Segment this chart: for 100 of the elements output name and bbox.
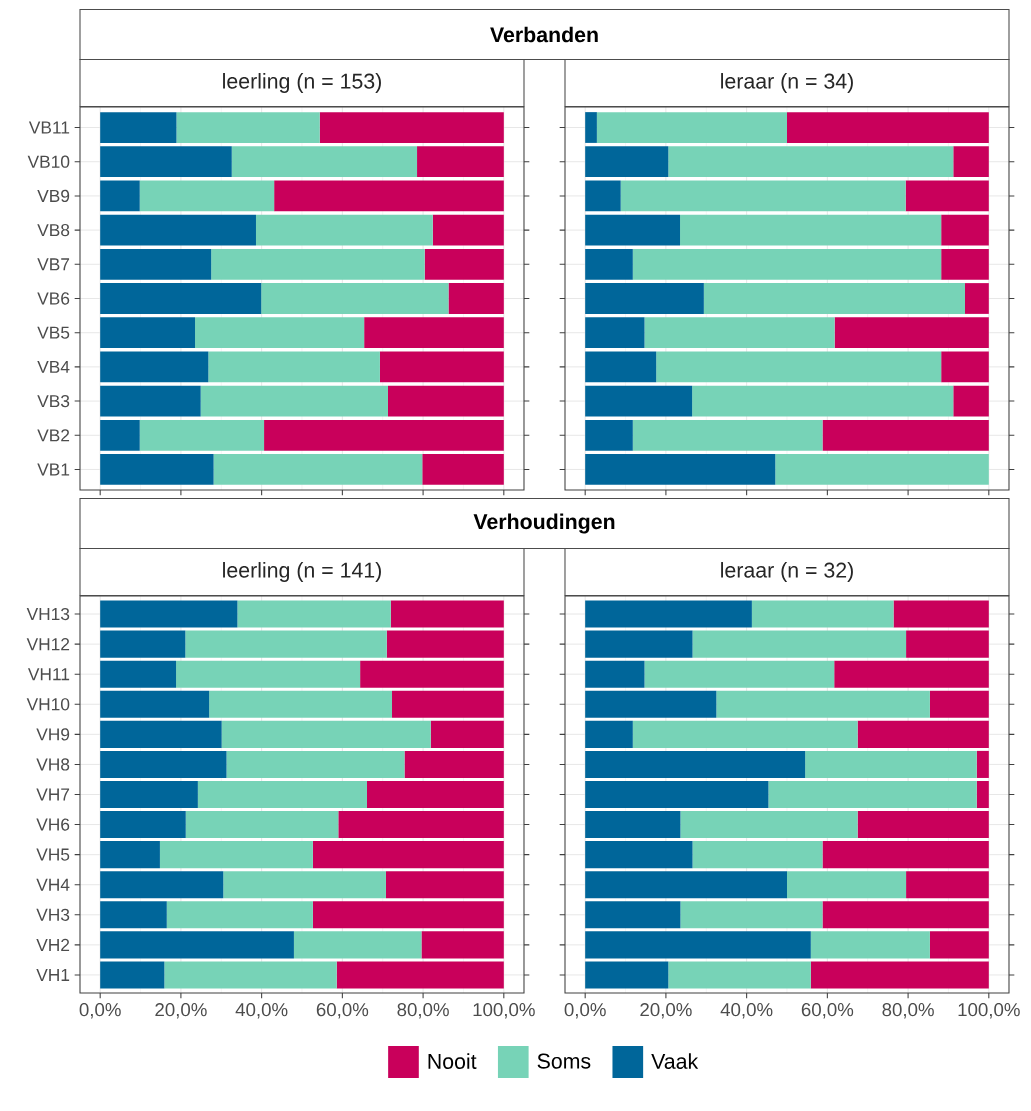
x-tick-label: 40,0% bbox=[235, 1003, 288, 1019]
bar bbox=[100, 931, 294, 959]
bar bbox=[166, 901, 313, 929]
bar bbox=[585, 419, 633, 451]
bar bbox=[703, 283, 965, 314]
bar bbox=[312, 901, 504, 929]
bar bbox=[100, 660, 177, 688]
y-tick-label: VH11 bbox=[27, 668, 70, 681]
bar bbox=[100, 146, 232, 178]
bar bbox=[768, 780, 977, 809]
bar bbox=[231, 146, 418, 178]
bar bbox=[424, 248, 504, 280]
bar bbox=[751, 600, 894, 628]
bar bbox=[810, 931, 930, 959]
bar bbox=[448, 283, 504, 314]
bar bbox=[644, 660, 835, 688]
chart-subtitle: leerling (n = 153) bbox=[223, 73, 381, 93]
bar bbox=[585, 214, 681, 246]
bar bbox=[293, 931, 422, 959]
bar bbox=[392, 690, 504, 718]
bar bbox=[906, 871, 989, 899]
bar bbox=[680, 901, 823, 929]
bar bbox=[585, 248, 633, 280]
bar bbox=[585, 841, 693, 869]
bar bbox=[692, 841, 823, 869]
x-tick-label: 100,0% bbox=[473, 1003, 535, 1019]
bar bbox=[211, 248, 425, 280]
bar bbox=[680, 214, 942, 246]
bar bbox=[632, 248, 942, 280]
bar bbox=[585, 750, 806, 778]
y-tick-label: VH9 bbox=[36, 728, 70, 741]
x-tick-label: 20,0% bbox=[155, 1003, 207, 1019]
bar bbox=[976, 780, 989, 809]
bar bbox=[100, 630, 186, 658]
bar bbox=[905, 180, 989, 212]
bar bbox=[100, 780, 198, 809]
bar bbox=[422, 454, 504, 485]
bar bbox=[386, 630, 504, 658]
bar bbox=[237, 600, 391, 628]
bar bbox=[953, 385, 989, 417]
bar bbox=[261, 283, 449, 314]
bar bbox=[221, 720, 431, 748]
bar bbox=[787, 871, 907, 899]
bar bbox=[100, 112, 177, 143]
bar bbox=[596, 112, 787, 143]
bar bbox=[775, 454, 989, 485]
bar bbox=[585, 961, 669, 989]
bar bbox=[100, 901, 167, 929]
bar bbox=[100, 248, 212, 280]
bar bbox=[585, 780, 769, 809]
bar bbox=[656, 351, 942, 383]
y-tick-label: VB7 bbox=[37, 258, 70, 271]
y-tick-label: VB3 bbox=[37, 394, 70, 408]
bar bbox=[716, 690, 930, 718]
bar bbox=[390, 600, 504, 628]
bar bbox=[319, 112, 504, 143]
bar bbox=[185, 630, 387, 658]
bar bbox=[226, 750, 405, 778]
chart-subtitle: leerling (n = 141) bbox=[223, 562, 381, 582]
y-tick-label: VH7 bbox=[36, 788, 70, 801]
bar bbox=[585, 871, 787, 899]
bar bbox=[164, 961, 337, 989]
bar bbox=[585, 454, 776, 485]
y-tick-label: VH10 bbox=[26, 698, 70, 711]
bar bbox=[941, 214, 989, 246]
bar bbox=[585, 690, 717, 718]
bar bbox=[255, 214, 433, 246]
bar bbox=[620, 180, 906, 212]
bar bbox=[159, 841, 313, 869]
bar bbox=[387, 385, 504, 417]
bar bbox=[100, 750, 227, 778]
x-tick-label: 40,0% bbox=[720, 1003, 773, 1019]
bar bbox=[632, 720, 858, 748]
bar bbox=[585, 112, 597, 143]
chart-title: Verbanden bbox=[490, 26, 598, 43]
bar bbox=[857, 720, 989, 748]
bar bbox=[100, 454, 214, 485]
bar bbox=[421, 931, 504, 959]
bar bbox=[100, 351, 209, 383]
y-tick-label: VH12 bbox=[26, 638, 70, 651]
bar bbox=[176, 660, 361, 688]
bar bbox=[929, 931, 989, 959]
bar bbox=[585, 660, 645, 688]
bar bbox=[822, 419, 989, 451]
y-tick-label: VH5 bbox=[36, 848, 70, 861]
bar bbox=[668, 961, 811, 989]
bar bbox=[692, 630, 907, 658]
bar bbox=[585, 385, 693, 417]
bar bbox=[585, 283, 704, 314]
bar bbox=[312, 841, 504, 869]
y-tick-label: VH4 bbox=[36, 878, 70, 891]
bar bbox=[379, 351, 504, 383]
bar bbox=[100, 180, 140, 212]
bar bbox=[432, 214, 504, 246]
bar bbox=[929, 690, 989, 718]
bar bbox=[366, 780, 504, 809]
bar bbox=[692, 385, 954, 417]
bar bbox=[139, 419, 265, 451]
bar bbox=[100, 841, 160, 869]
bar bbox=[100, 720, 222, 748]
